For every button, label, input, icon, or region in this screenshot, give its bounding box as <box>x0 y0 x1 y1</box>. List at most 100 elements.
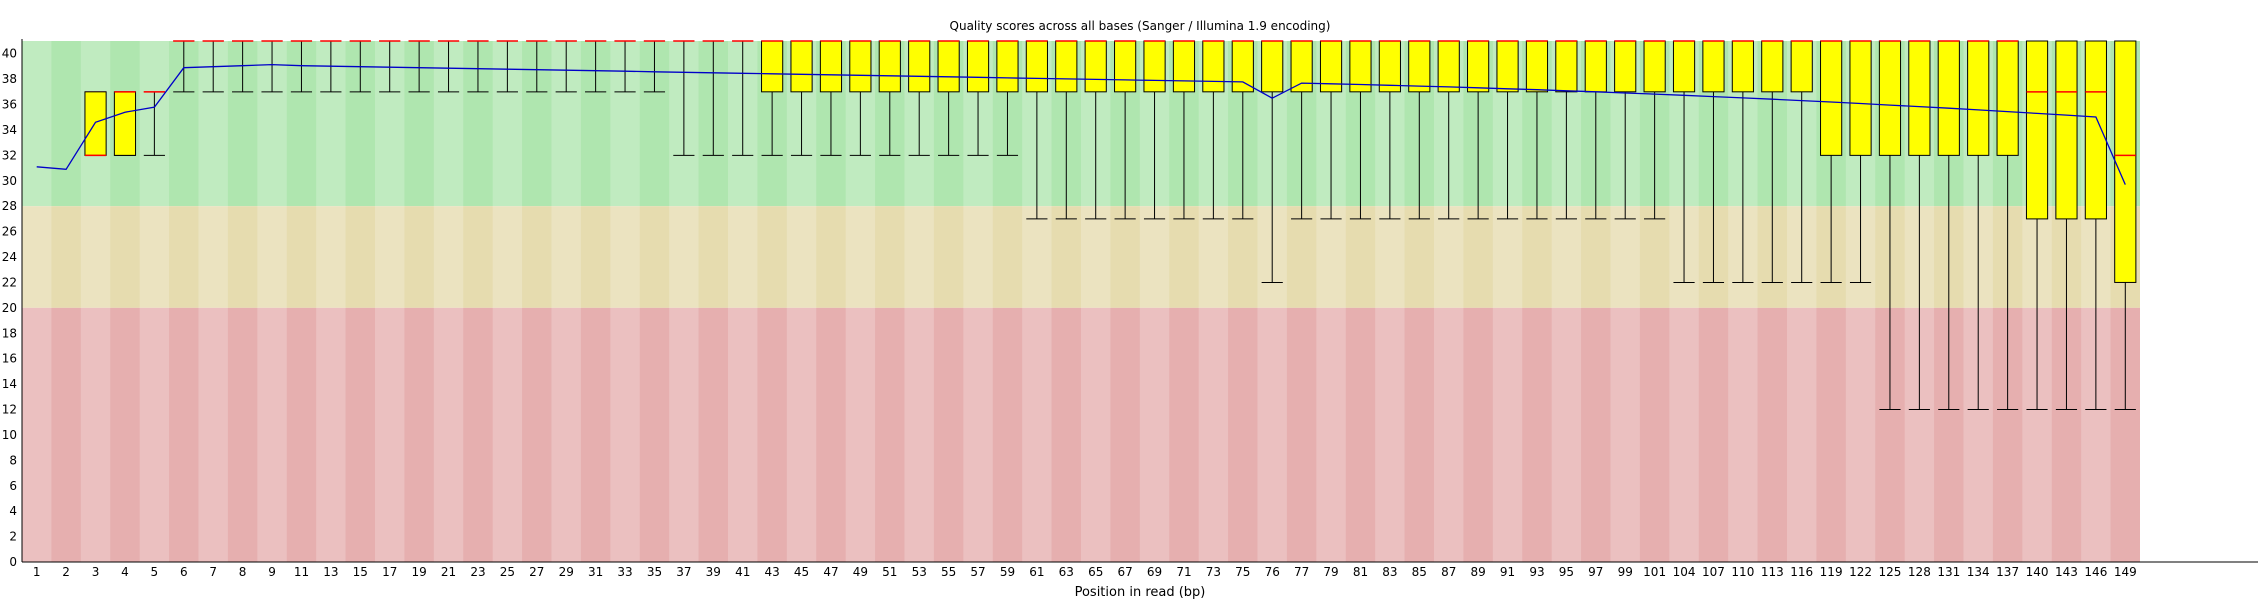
box <box>1996 40 2019 156</box>
column-stripe <box>257 41 287 562</box>
box <box>1378 40 1401 93</box>
y-tick-label: 20 <box>2 301 17 315</box>
box <box>1408 40 1431 93</box>
box <box>2025 40 2049 220</box>
y-tick-label: 26 <box>2 225 17 239</box>
box <box>966 40 990 93</box>
x-axis-label: Position in read (bp) <box>1075 585 1206 600</box>
x-tick-label: 49 <box>853 565 868 579</box>
x-tick-label: 31 <box>588 565 603 579</box>
y-tick-label: 36 <box>2 98 17 112</box>
box <box>1467 40 1490 93</box>
box <box>790 40 813 93</box>
column-stripe <box>433 41 464 562</box>
y-tick-label: 8 <box>9 453 17 467</box>
x-tick-label: 128 <box>1908 565 1931 579</box>
x-tick-label: 61 <box>1029 565 1044 579</box>
y-tick-label: 0 <box>9 555 17 569</box>
column-stripe <box>375 41 405 562</box>
x-tick-label: 8 <box>239 565 247 579</box>
x-tick-label: 27 <box>529 565 544 579</box>
x-tick-label: 4 <box>121 565 129 579</box>
box <box>1820 40 1843 156</box>
x-tick-label: 116 <box>1790 565 1813 579</box>
x-tick-label: 41 <box>735 565 750 579</box>
x-tick-label: 140 <box>2026 565 2049 579</box>
x-tick-label: 79 <box>1323 565 1338 579</box>
box <box>1702 40 1725 93</box>
x-tick-label: 125 <box>1879 565 1902 579</box>
x-tick-label: 75 <box>1235 565 1250 579</box>
y-tick-label: 12 <box>2 403 17 417</box>
x-tick-label: 11 <box>294 565 309 579</box>
x-tick-label: 149 <box>2114 565 2137 579</box>
box <box>1290 40 1313 93</box>
box <box>1878 40 1902 156</box>
x-tick-label: 107 <box>1702 565 1725 579</box>
column-stripe <box>316 41 346 562</box>
axes <box>21 39 2258 563</box>
x-tick-label: 21 <box>441 565 456 579</box>
mean-line <box>36 63 2126 185</box>
y-tick-label: 40 <box>2 47 17 61</box>
x-tick-label: 89 <box>1470 565 1485 579</box>
box <box>1525 40 1549 93</box>
x-tick-label: 33 <box>617 565 632 579</box>
x-tick-label: 45 <box>794 565 809 579</box>
x-tick-label: 47 <box>823 565 838 579</box>
x-tick-label: 23 <box>470 565 485 579</box>
box <box>937 40 960 93</box>
box <box>1496 40 1519 93</box>
x-tick-label: 63 <box>1059 565 1074 579</box>
x-tick-label: 137 <box>1996 565 2019 579</box>
x-tick-label: 69 <box>1147 565 1162 579</box>
x-tick-label: 77 <box>1294 565 1309 579</box>
x-tick-label: 19 <box>411 565 426 579</box>
zone-0 <box>22 41 2140 207</box>
box <box>2084 40 2107 220</box>
x-tick-label: 134 <box>1967 565 1990 579</box>
x-tick-label: 15 <box>353 565 368 579</box>
x-tick-label: 104 <box>1673 565 1696 579</box>
x-tick-label: 53 <box>912 565 927 579</box>
box <box>996 40 1019 93</box>
x-tick-label: 122 <box>1849 565 1872 579</box>
y-tick-label: 30 <box>2 174 17 188</box>
box <box>1143 40 1166 93</box>
x-tick-label: 99 <box>1618 565 1633 579</box>
boxes <box>84 40 2137 283</box>
box <box>1202 40 1225 93</box>
quality-zones <box>22 41 2140 562</box>
box <box>761 40 784 93</box>
y-tick-label: 34 <box>2 123 17 137</box>
box <box>1261 40 1284 93</box>
x-tick-label: 17 <box>382 565 397 579</box>
column-stripe <box>198 41 228 562</box>
chart-title: Quality scores across all bases (Sanger … <box>950 19 1331 33</box>
box <box>1231 40 1254 93</box>
box <box>1761 40 1784 93</box>
box <box>1731 40 1754 93</box>
x-tick-label: 65 <box>1088 565 1103 579</box>
y-tick-label: 22 <box>2 275 17 289</box>
x-tick-label: 93 <box>1529 565 1544 579</box>
box <box>84 91 107 156</box>
zone-1 <box>22 206 2140 308</box>
x-tick-label: 25 <box>500 565 515 579</box>
box <box>1584 40 1607 93</box>
box <box>1025 40 1048 93</box>
x-tick-label: 119 <box>1820 565 1843 579</box>
box <box>2055 40 2078 220</box>
y-tick-label: 4 <box>9 504 17 518</box>
column-stripe <box>551 41 581 562</box>
x-tick-label: 5 <box>151 565 159 579</box>
x-tick-label: 95 <box>1559 565 1574 579</box>
y-tick-label: 2 <box>9 530 17 544</box>
box <box>1555 40 1578 93</box>
box <box>1114 40 1137 93</box>
box <box>2114 40 2137 283</box>
x-tick-label: 1 <box>33 565 41 579</box>
x-tick-label: 9 <box>268 565 276 579</box>
x-tick-label: 59 <box>1000 565 1015 579</box>
